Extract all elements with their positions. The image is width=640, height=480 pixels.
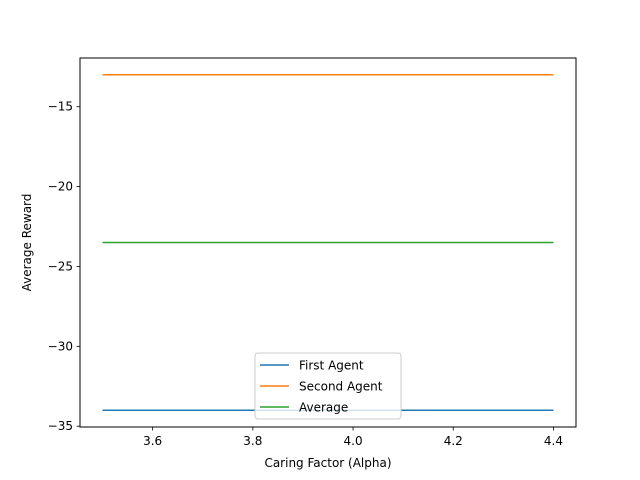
x-axis-ticks: 3.6 3.8 4.0 4.2 4.4 [143,427,563,448]
legend: First Agent Second Agent Average [254,352,402,420]
x-tick-label: 4.0 [344,434,363,448]
x-tick-label: 4.4 [544,434,563,448]
x-tick-label: 3.8 [243,434,262,448]
y-tick-label: −30 [48,339,73,353]
plot-frame [79,57,577,428]
legend-label-0: First Agent [299,359,364,373]
y-tick-label: −25 [48,259,73,273]
legend-label-2: Average [299,401,348,415]
y-tick-label: −15 [48,100,73,114]
x-axis-label: Caring Factor (Alpha) [264,456,391,470]
y-axis-ticks: −15 −20 −25 −30 −35 [48,100,80,433]
y-tick-label: −20 [48,180,73,194]
x-tick-label: 3.6 [143,434,162,448]
y-tick-label: −35 [48,419,73,433]
legend-frame [254,352,402,420]
x-tick-label: 4.2 [444,434,463,448]
legend-label-1: Second Agent [299,380,383,394]
y-axis-label: Average Reward [20,194,34,292]
